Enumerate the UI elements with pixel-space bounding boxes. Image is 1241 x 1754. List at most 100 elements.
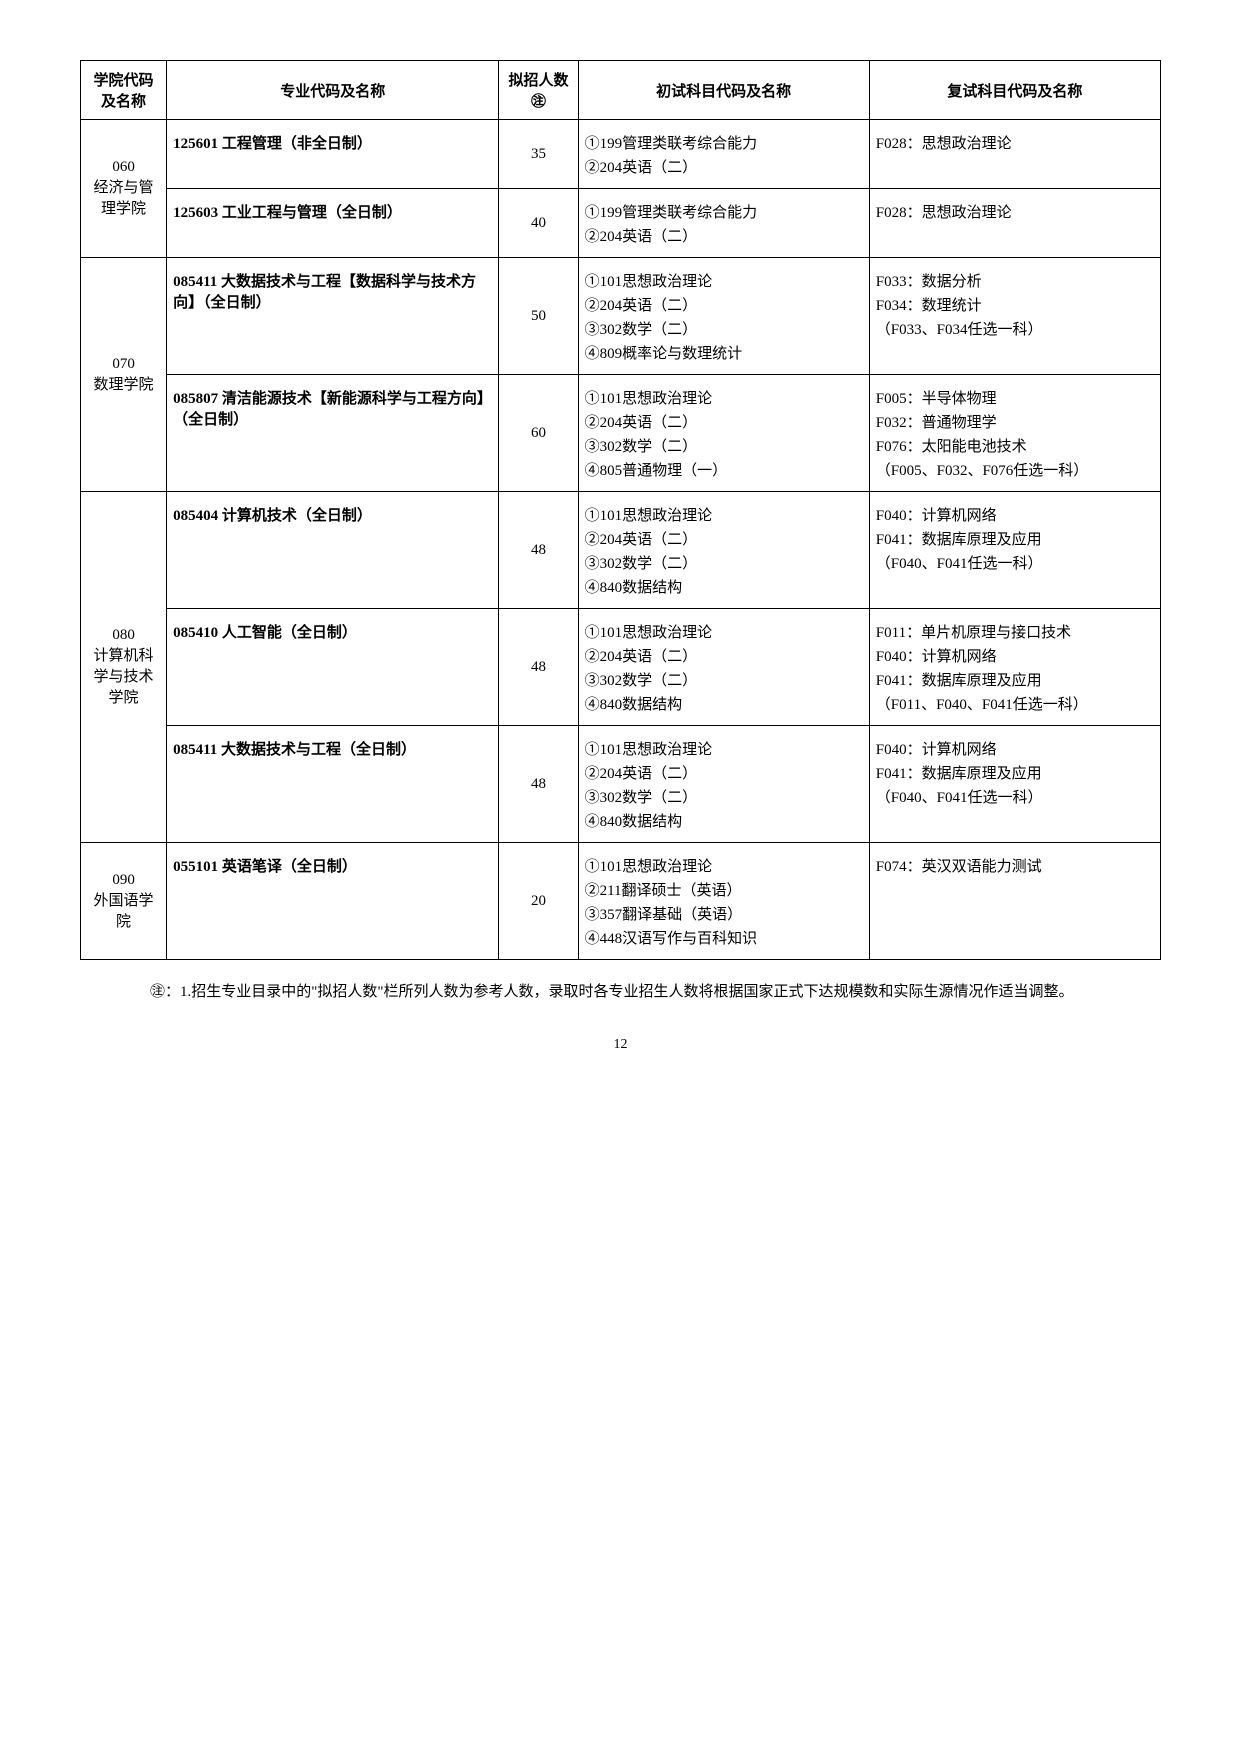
retest-subjects-cell: F074：英汉双语能力测试: [869, 843, 1160, 960]
major-cell: 125603 工业工程与管理（全日制）: [167, 189, 499, 258]
subject-line: ④805普通物理（一）: [585, 459, 863, 483]
subject-line: F074：英汉双语能力测试: [876, 855, 1154, 879]
subject-line: ①101思想政治理论: [585, 270, 863, 294]
subject-line: ①101思想政治理论: [585, 738, 863, 762]
subject-line: F028：思想政治理论: [876, 201, 1154, 225]
subject-line: ②204英语（二）: [585, 156, 863, 180]
initial-subjects-cell: ①101思想政治理论②204英语（二）③302数学（二）④840数据结构: [578, 492, 869, 609]
subject-line: F005：半导体物理: [876, 387, 1154, 411]
retest-subjects-cell: F028：思想政治理论: [869, 120, 1160, 189]
count-cell: 20: [499, 843, 578, 960]
subject-line: ①199管理类联考综合能力: [585, 132, 863, 156]
college-cell: 090外国语学院: [81, 843, 167, 960]
subject-line: ②204英语（二）: [585, 762, 863, 786]
subject-line: （F005、F032、F076任选一科）: [876, 459, 1154, 483]
header-count: 拟招人数㊟: [499, 61, 578, 120]
college-cell: 060经济与管理学院: [81, 120, 167, 258]
subject-line: （F011、F040、F041任选一科）: [876, 693, 1154, 717]
subject-line: F040：计算机网络: [876, 504, 1154, 528]
retest-subjects-cell: F005：半导体物理F032：普通物理学F076：太阳能电池技术（F005、F0…: [869, 375, 1160, 492]
initial-subjects-cell: ①101思想政治理论②204英语（二）③302数学（二）④805普通物理（一）: [578, 375, 869, 492]
table-row: 060经济与管理学院125601 工程管理（非全日制）35①199管理类联考综合…: [81, 120, 1161, 189]
subject-line: ③302数学（二）: [585, 318, 863, 342]
subject-line: F032：普通物理学: [876, 411, 1154, 435]
initial-subjects-cell: ①199管理类联考综合能力②204英语（二）: [578, 189, 869, 258]
initial-subjects-cell: ①101思想政治理论②204英语（二）③302数学（二）④809概率论与数理统计: [578, 258, 869, 375]
subject-line: （F040、F041任选一科）: [876, 786, 1154, 810]
major-cell: 085807 清洁能源技术【新能源科学与工程方向】（全日制）: [167, 375, 499, 492]
table-row: 085411 大数据技术与工程（全日制）48①101思想政治理论②204英语（二…: [81, 726, 1161, 843]
retest-subjects-cell: F040：计算机网络F041：数据库原理及应用（F040、F041任选一科）: [869, 726, 1160, 843]
header-row: 学院代码及名称 专业代码及名称 拟招人数㊟ 初试科目代码及名称 复试科目代码及名…: [81, 61, 1161, 120]
subject-line: ④809概率论与数理统计: [585, 342, 863, 366]
subject-line: ④448汉语写作与百科知识: [585, 927, 863, 951]
count-cell: 35: [499, 120, 578, 189]
subject-line: ②204英语（二）: [585, 225, 863, 249]
count-cell: 48: [499, 492, 578, 609]
table-row: 080计算机科学与技术学院085404 计算机技术（全日制）48①101思想政治…: [81, 492, 1161, 609]
table-row: 085807 清洁能源技术【新能源科学与工程方向】（全日制）60①101思想政治…: [81, 375, 1161, 492]
subject-line: F033：数据分析: [876, 270, 1154, 294]
subject-line: F034：数理统计: [876, 294, 1154, 318]
subject-line: ④840数据结构: [585, 693, 863, 717]
initial-subjects-cell: ①101思想政治理论②204英语（二）③302数学（二）④840数据结构: [578, 609, 869, 726]
subject-line: ④840数据结构: [585, 576, 863, 600]
header-college: 学院代码及名称: [81, 61, 167, 120]
table-row: 070数理学院085411 大数据技术与工程【数据科学与技术方向】（全日制）50…: [81, 258, 1161, 375]
subject-line: F028：思想政治理论: [876, 132, 1154, 156]
subject-line: ①101思想政治理论: [585, 621, 863, 645]
subject-line: ③302数学（二）: [585, 669, 863, 693]
subject-line: F041：数据库原理及应用: [876, 669, 1154, 693]
subject-line: ②204英语（二）: [585, 294, 863, 318]
table-row: 125603 工业工程与管理（全日制）40①199管理类联考综合能力②204英语…: [81, 189, 1161, 258]
subject-line: F040：计算机网络: [876, 738, 1154, 762]
count-cell: 60: [499, 375, 578, 492]
subject-line: ①101思想政治理论: [585, 855, 863, 879]
subject-line: （F040、F041任选一科）: [876, 552, 1154, 576]
subject-line: ①199管理类联考综合能力: [585, 201, 863, 225]
college-cell: 070数理学院: [81, 258, 167, 492]
subject-line: F040：计算机网络: [876, 645, 1154, 669]
subject-line: ②204英语（二）: [585, 411, 863, 435]
subject-line: ②211翻译硕士（英语）: [585, 879, 863, 903]
count-cell: 40: [499, 189, 578, 258]
subject-line: ③357翻译基础（英语）: [585, 903, 863, 927]
subject-line: ①101思想政治理论: [585, 504, 863, 528]
major-cell: 085404 计算机技术（全日制）: [167, 492, 499, 609]
subject-line: ③302数学（二）: [585, 786, 863, 810]
initial-subjects-cell: ①101思想政治理论②211翻译硕士（英语）③357翻译基础（英语）④448汉语…: [578, 843, 869, 960]
major-cell: 085410 人工智能（全日制）: [167, 609, 499, 726]
count-cell: 48: [499, 609, 578, 726]
table-row: 085410 人工智能（全日制）48①101思想政治理论②204英语（二）③30…: [81, 609, 1161, 726]
major-cell: 085411 大数据技术与工程（全日制）: [167, 726, 499, 843]
initial-subjects-cell: ①199管理类联考综合能力②204英语（二）: [578, 120, 869, 189]
header-major: 专业代码及名称: [167, 61, 499, 120]
subject-line: F041：数据库原理及应用: [876, 528, 1154, 552]
retest-subjects-cell: F028：思想政治理论: [869, 189, 1160, 258]
subject-line: ③302数学（二）: [585, 552, 863, 576]
count-cell: 48: [499, 726, 578, 843]
retest-subjects-cell: F040：计算机网络F041：数据库原理及应用（F040、F041任选一科）: [869, 492, 1160, 609]
admissions-table: 学院代码及名称 专业代码及名称 拟招人数㊟ 初试科目代码及名称 复试科目代码及名…: [80, 60, 1161, 960]
subject-line: ②204英语（二）: [585, 645, 863, 669]
subject-line: （F033、F034任选一科）: [876, 318, 1154, 342]
retest-subjects-cell: F011：单片机原理与接口技术F040：计算机网络F041：数据库原理及应用（F…: [869, 609, 1160, 726]
subject-line: ④840数据结构: [585, 810, 863, 834]
subject-line: F011：单片机原理与接口技术: [876, 621, 1154, 645]
count-cell: 50: [499, 258, 578, 375]
header-retest: 复试科目代码及名称: [869, 61, 1160, 120]
retest-subjects-cell: F033：数据分析F034：数理统计（F033、F034任选一科）: [869, 258, 1160, 375]
subject-line: ③302数学（二）: [585, 435, 863, 459]
college-cell: 080计算机科学与技术学院: [81, 492, 167, 843]
subject-line: ②204英语（二）: [585, 528, 863, 552]
footnote-text: ㊟：1.招生专业目录中的"拟招人数"栏所列人数为参考人数，录取时各专业招生人数将…: [80, 978, 1161, 1007]
initial-subjects-cell: ①101思想政治理论②204英语（二）③302数学（二）④840数据结构: [578, 726, 869, 843]
subject-line: ①101思想政治理论: [585, 387, 863, 411]
major-cell: 085411 大数据技术与工程【数据科学与技术方向】（全日制）: [167, 258, 499, 375]
table-row: 090外国语学院055101 英语笔译（全日制）20①101思想政治理论②211…: [81, 843, 1161, 960]
header-initial: 初试科目代码及名称: [578, 61, 869, 120]
major-cell: 055101 英语笔译（全日制）: [167, 843, 499, 960]
subject-line: F041：数据库原理及应用: [876, 762, 1154, 786]
page-number: 12: [80, 1037, 1161, 1053]
major-cell: 125601 工程管理（非全日制）: [167, 120, 499, 189]
